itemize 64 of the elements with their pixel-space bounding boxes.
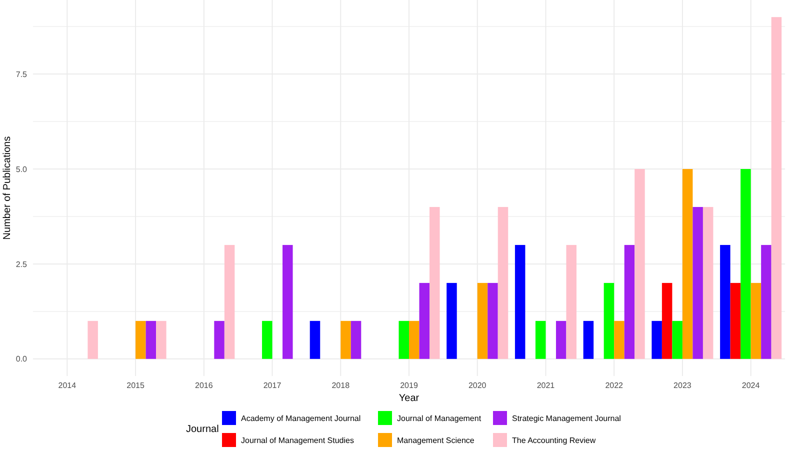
legend-title: Journal bbox=[186, 424, 219, 435]
y-tick-label: 5.0 bbox=[16, 164, 28, 174]
x-tick-label: 2016 bbox=[195, 381, 214, 390]
bar bbox=[652, 320, 662, 359]
x-tick-label: 2015 bbox=[126, 381, 145, 390]
bar bbox=[624, 244, 635, 359]
bar bbox=[614, 320, 624, 359]
bar bbox=[702, 206, 714, 359]
x-tick-label: 2019 bbox=[400, 381, 418, 390]
bar bbox=[88, 320, 98, 359]
x-tick-label: 2022 bbox=[605, 381, 624, 390]
legend-label: The Accounting Review bbox=[512, 436, 596, 445]
bar bbox=[740, 169, 751, 359]
x-tick-label: 2020 bbox=[468, 381, 487, 390]
x-tick-label: 2023 bbox=[674, 381, 692, 390]
bar bbox=[682, 169, 693, 359]
bar bbox=[692, 206, 703, 359]
bar bbox=[761, 244, 772, 359]
bar bbox=[146, 320, 156, 359]
bar bbox=[156, 320, 166, 359]
x-tick-label: 2021 bbox=[536, 381, 556, 390]
bar bbox=[535, 320, 546, 359]
x-tick-label: 2017 bbox=[263, 381, 282, 390]
y-tick-label: 7.5 bbox=[16, 70, 28, 79]
bar bbox=[498, 206, 508, 359]
x-axis-title: Year bbox=[398, 393, 420, 404]
bar bbox=[350, 320, 362, 359]
bar bbox=[398, 320, 409, 359]
y-axis-title: Number of Publications bbox=[2, 136, 13, 240]
bar bbox=[634, 169, 645, 359]
bar bbox=[556, 320, 566, 359]
bar bbox=[566, 244, 576, 359]
bar bbox=[720, 244, 730, 359]
bar bbox=[224, 244, 235, 359]
legend-label: Strategic Management Journal bbox=[512, 414, 622, 423]
y-tick-label: 2.5 bbox=[16, 260, 28, 269]
bar bbox=[310, 320, 320, 359]
bar bbox=[672, 320, 682, 359]
bar bbox=[262, 320, 272, 359]
bar bbox=[477, 282, 488, 359]
bar bbox=[750, 282, 762, 359]
bar bbox=[488, 282, 498, 359]
bar bbox=[340, 320, 351, 359]
bar bbox=[419, 282, 430, 359]
bar bbox=[430, 206, 440, 359]
legend-label: Academy of Management Journal bbox=[241, 414, 361, 423]
legend-label: Journal of Management Studies bbox=[241, 436, 354, 445]
legend-label: Journal of Management bbox=[397, 414, 482, 423]
bar bbox=[583, 320, 594, 359]
y-tick-label: 0.0 bbox=[16, 354, 28, 364]
x-tick-label: 2014 bbox=[58, 381, 77, 390]
bar bbox=[282, 244, 293, 359]
bar bbox=[730, 282, 741, 359]
bar bbox=[409, 320, 420, 359]
bar bbox=[604, 282, 614, 359]
bar bbox=[771, 17, 782, 359]
bar bbox=[214, 320, 224, 359]
x-tick-label: 2024 bbox=[742, 381, 760, 390]
x-tick-label: 2018 bbox=[332, 381, 350, 390]
bar bbox=[136, 320, 146, 359]
bar bbox=[446, 282, 457, 359]
legend-label: Management Science bbox=[397, 436, 475, 445]
bar bbox=[514, 244, 526, 359]
bar bbox=[662, 282, 672, 359]
